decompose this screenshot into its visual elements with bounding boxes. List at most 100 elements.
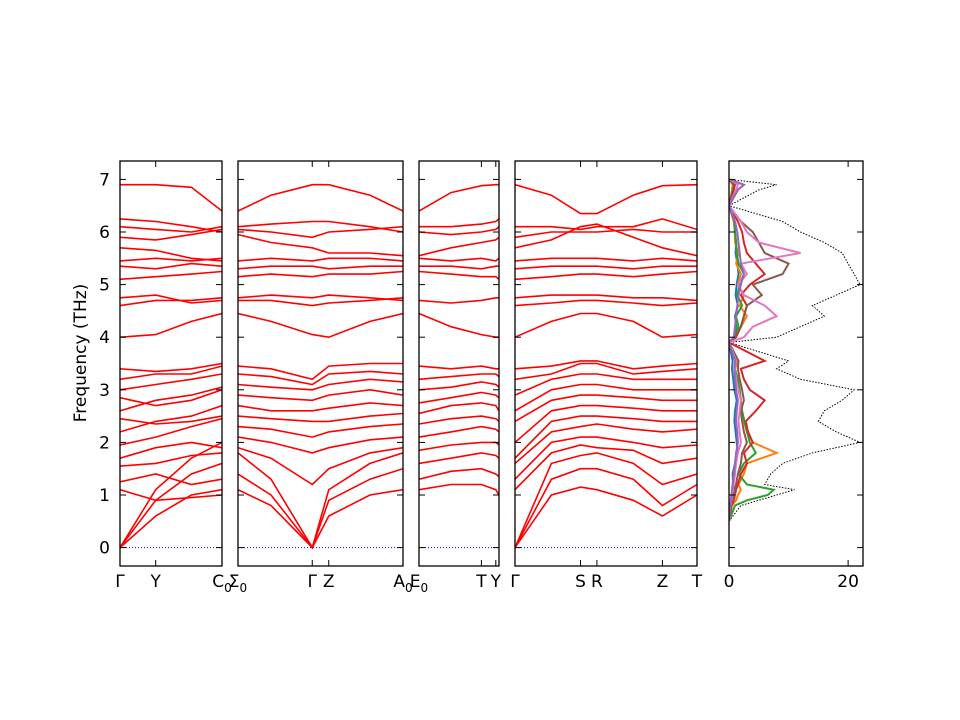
y-tick-label: 6 <box>99 223 110 243</box>
band-line <box>120 183 222 212</box>
panel-frame <box>119 160 223 567</box>
y-tick-label: 0 <box>99 539 110 559</box>
band-line <box>419 441 499 452</box>
band-line <box>238 225 403 239</box>
band-line <box>238 294 403 302</box>
band-line <box>238 412 403 423</box>
band-line <box>515 467 697 548</box>
band-line <box>120 365 222 381</box>
band-line <box>419 452 499 465</box>
y-tick-label: 5 <box>99 276 110 296</box>
band-line <box>238 488 403 549</box>
x-tick-label: Y <box>490 572 502 592</box>
band-line <box>120 462 222 549</box>
band-line <box>120 415 222 425</box>
band-lines <box>120 183 222 549</box>
band-line <box>419 297 499 304</box>
x-tick-label: Σ0 <box>229 572 247 595</box>
y-tick-label: 2 <box>99 433 110 453</box>
dos-x-tick-label: 0 <box>724 572 735 592</box>
band-line <box>419 265 499 270</box>
band-line <box>419 425 499 438</box>
band-line <box>120 362 222 373</box>
band-line <box>238 257 403 262</box>
band-line <box>120 228 222 241</box>
band-line <box>515 312 697 339</box>
band-line <box>120 297 222 307</box>
band-line <box>238 183 403 212</box>
band-line <box>515 270 697 281</box>
x-tick-label: Z <box>657 572 669 592</box>
y-tick-label: 1 <box>99 486 110 506</box>
band-line <box>515 360 697 370</box>
band-line <box>419 381 499 391</box>
band-line <box>515 423 697 465</box>
band-line <box>419 415 499 425</box>
band-line <box>120 441 222 549</box>
x-tick-label: Γ <box>510 572 520 592</box>
band-line <box>515 383 697 412</box>
band-line <box>120 488 222 549</box>
band-line <box>120 270 222 281</box>
band-line <box>120 218 222 233</box>
band-line <box>419 257 499 262</box>
band-line <box>238 362 403 381</box>
band-line <box>419 226 499 236</box>
band-lines <box>419 183 499 496</box>
band-line <box>515 218 697 231</box>
band-panel-3: E0 T Y <box>410 160 502 595</box>
band-line <box>120 417 222 446</box>
band-line <box>515 436 697 480</box>
band-line <box>515 223 697 257</box>
band-line <box>238 446 403 486</box>
band-line <box>515 373 697 396</box>
partial-dos-curve <box>729 178 801 522</box>
band-line <box>238 220 403 233</box>
band-line <box>238 233 403 257</box>
band-line <box>419 312 499 338</box>
band-line <box>515 444 697 491</box>
band-line <box>515 257 697 262</box>
band-line <box>120 488 222 502</box>
dos-x-tick-label: 20 <box>837 572 859 592</box>
total-dos-curve <box>729 178 862 522</box>
band-line <box>120 373 222 391</box>
band-panel-2: Σ0 Γ Z A0 <box>229 160 413 595</box>
panel-frame <box>237 160 404 567</box>
band-lines <box>238 183 403 550</box>
x-tick-label: S <box>575 572 586 592</box>
panel-frame <box>514 160 698 567</box>
band-line <box>515 404 697 444</box>
band-line <box>238 402 403 412</box>
band-line <box>515 452 697 548</box>
band-line <box>515 294 697 302</box>
band-line <box>120 262 222 270</box>
partial-dos-curve <box>729 178 791 522</box>
band-line <box>515 415 697 459</box>
band-line <box>238 452 403 550</box>
band-line <box>120 247 222 262</box>
band-line <box>515 228 697 239</box>
x-tick-label: T <box>691 572 703 592</box>
x-tick-label: Z <box>323 572 335 592</box>
band-line <box>419 467 499 480</box>
partial-dos-curve <box>729 178 768 522</box>
band-line <box>120 404 222 433</box>
band-line <box>419 365 499 370</box>
dos-curves <box>729 178 862 522</box>
band-line <box>238 388 403 402</box>
band-lines <box>515 183 697 549</box>
band-line <box>120 441 222 459</box>
band-line <box>120 294 222 304</box>
band-line <box>419 236 499 257</box>
x-tick-label: Γ <box>115 572 125 592</box>
y-tick-label: 3 <box>99 381 110 401</box>
panel-frame <box>418 160 500 567</box>
band-line <box>238 265 403 270</box>
band-line <box>515 486 697 549</box>
x-tick-label: E0 <box>410 572 428 595</box>
